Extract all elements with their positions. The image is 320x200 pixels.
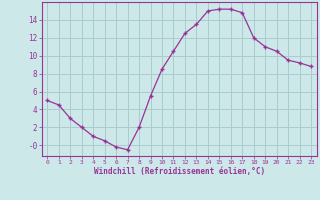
X-axis label: Windchill (Refroidissement éolien,°C): Windchill (Refroidissement éolien,°C) — [94, 167, 265, 176]
